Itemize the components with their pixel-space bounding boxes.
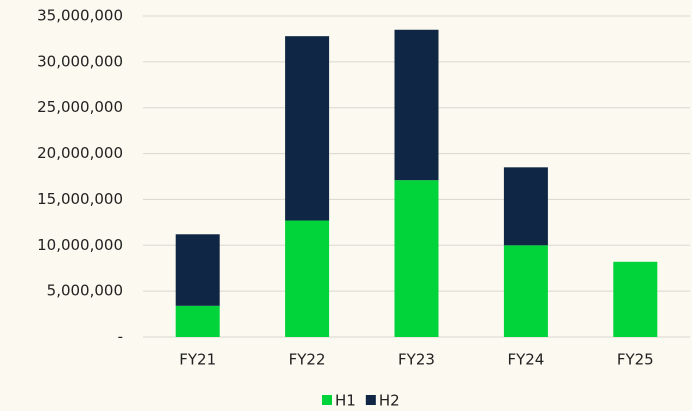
y-tick-label: 30,000,000 <box>37 52 123 70</box>
x-tick-label: FY23 <box>398 351 435 369</box>
bar-segment <box>394 29 439 181</box>
y-tick-label: 20,000,000 <box>37 144 123 162</box>
legend-swatch <box>365 395 376 405</box>
bar-segment <box>394 180 439 337</box>
x-tick-label: FY21 <box>179 351 216 369</box>
legend-label: H1 <box>335 392 356 410</box>
y-tick-label: 35,000,000 <box>37 7 123 25</box>
legend-label: H2 <box>379 392 400 410</box>
bar-segment <box>613 261 658 337</box>
bar-segment <box>175 234 220 306</box>
bar-segment <box>285 220 330 337</box>
bar-segment <box>285 36 330 221</box>
x-tick-label: FY24 <box>507 351 544 369</box>
y-tick-label: 5,000,000 <box>47 282 123 300</box>
x-tick-label: FY22 <box>289 351 326 369</box>
y-tick-label: 15,000,000 <box>37 190 123 208</box>
bar-segment <box>503 245 548 337</box>
bar-segment <box>503 167 548 246</box>
legend-swatch <box>322 395 332 405</box>
x-tick-label: FY25 <box>617 351 654 369</box>
y-tick-label: 25,000,000 <box>37 98 123 116</box>
y-tick-label: 10,000,000 <box>37 236 123 254</box>
bar-segment <box>175 305 220 337</box>
y-tick-label: - <box>118 328 123 346</box>
